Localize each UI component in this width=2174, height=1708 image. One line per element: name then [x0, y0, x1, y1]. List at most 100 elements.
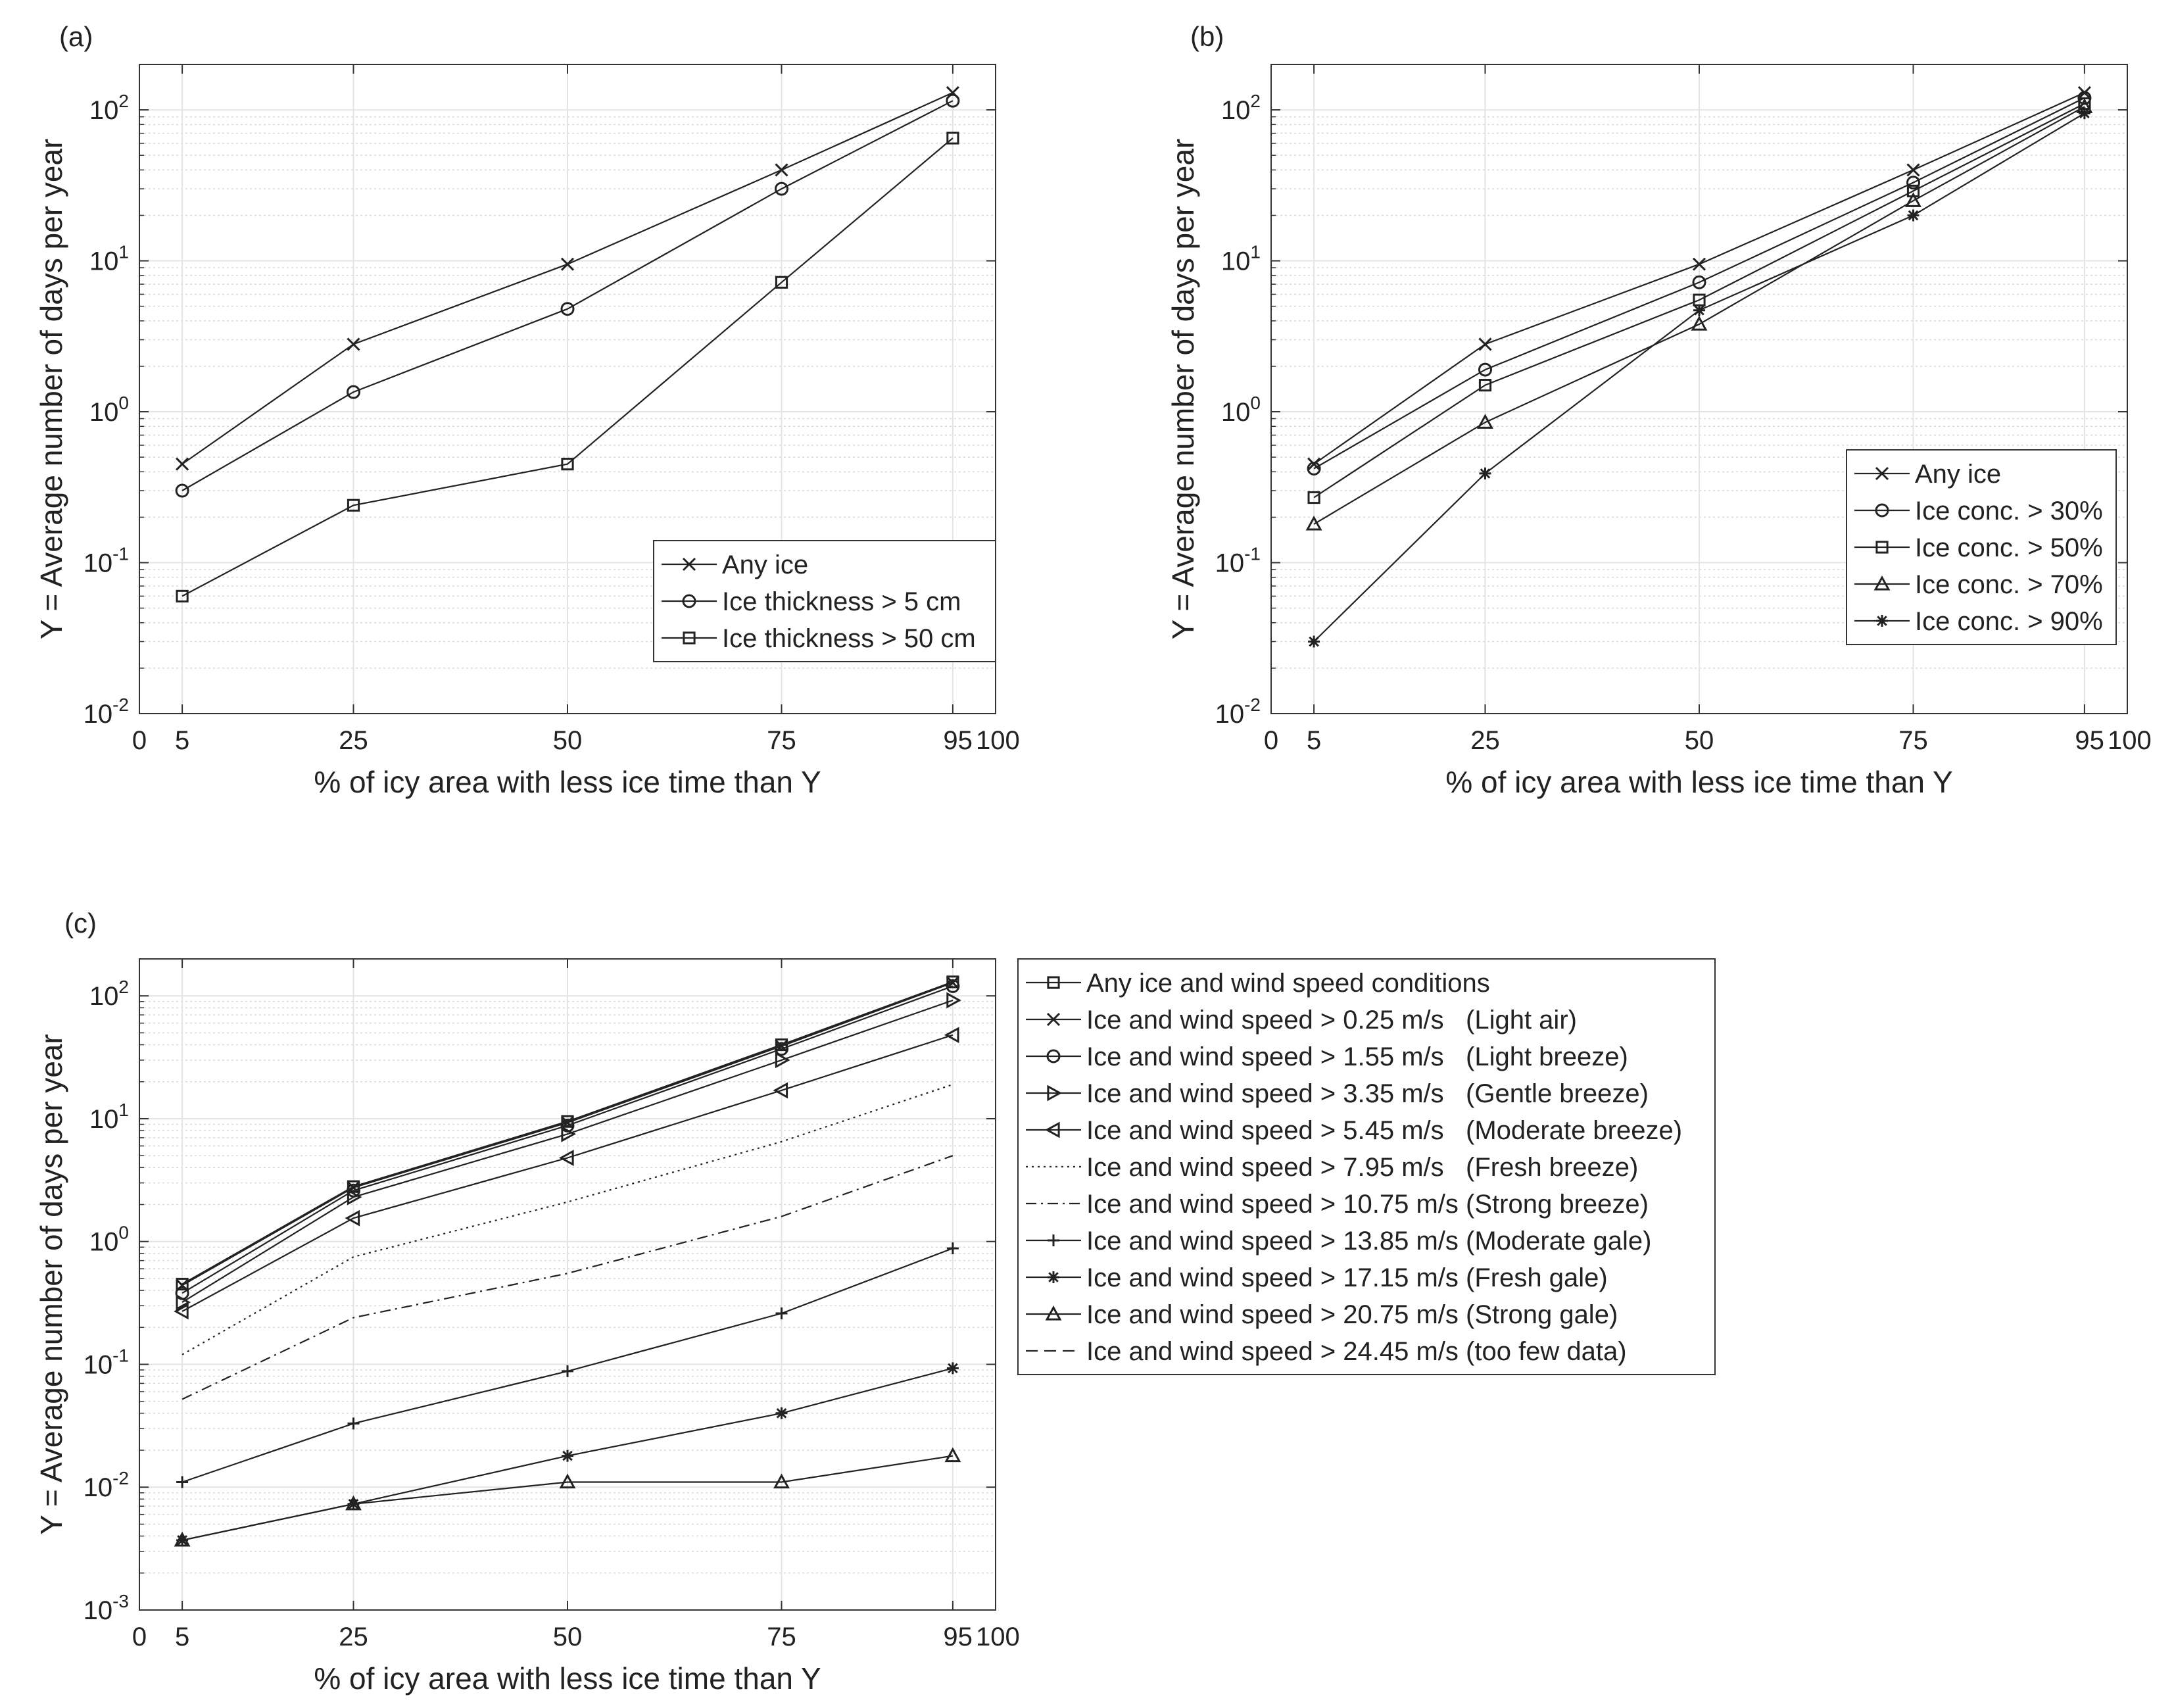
y-tick-exponent: 1	[1250, 242, 1261, 262]
y-tick-exponent: -2	[1244, 695, 1261, 715]
x-tick-label: 95	[2075, 726, 2104, 755]
y-tick-label: 10-2	[1215, 695, 1261, 729]
y-tick-exponent: -2	[112, 695, 129, 715]
legend-marker	[1048, 1271, 1059, 1283]
y-tick-base: 10	[84, 1350, 113, 1379]
legend-marker	[1875, 503, 1889, 518]
legend-label: Ice and wind speed > 13.85 m/s (Moderate…	[1086, 1227, 1651, 1256]
legend-label: Ice and wind speed > 3.35 m/s (Gentle br…	[1086, 1079, 1649, 1108]
legend-label: Ice thickness > 5 cm	[722, 587, 961, 616]
legend: Any ice Ice thickness > 5 cm Ice thickness…	[653, 540, 996, 662]
legend-label: Ice and wind speed > 7.95 m/s (Fresh bre…	[1086, 1153, 1638, 1182]
legend-marker	[1047, 976, 1060, 989]
data-point	[347, 499, 360, 512]
data-point	[176, 457, 189, 471]
data-point	[775, 1052, 790, 1069]
data-point	[1308, 635, 1320, 648]
y-tick-base: 10	[89, 982, 119, 1011]
y-tick-label: 10-2	[84, 1468, 129, 1502]
y-tick-base: 10	[89, 1228, 119, 1257]
panel-label: (b)	[1190, 21, 1224, 52]
legend-marker	[1046, 1049, 1061, 1063]
x-axis-label: % of icy area with less ice time than Y	[314, 1661, 821, 1696]
x-tick-label: 75	[767, 726, 796, 755]
x-tick-label: 75	[767, 1623, 796, 1651]
y-axis-label: Y = Average number of days per year	[34, 139, 68, 640]
legend-label: Ice and wind speed > 5.45 m/s (Moderate …	[1086, 1116, 1682, 1145]
legend-label: Ice and wind speed > 17.15 m/s (Fresh ga…	[1086, 1263, 1608, 1292]
x-tick-label: 5	[175, 726, 189, 755]
legend-marker	[1047, 1085, 1063, 1102]
data-point	[562, 1450, 573, 1462]
y-tick-label: 101	[89, 1100, 129, 1134]
data-point	[1906, 184, 1920, 198]
data-point	[775, 1407, 788, 1419]
legend-marker	[1875, 466, 1889, 481]
series-line	[181, 985, 954, 1294]
x-tick-label: 0	[1264, 726, 1278, 755]
legend-marker	[1044, 1121, 1060, 1138]
x-tick-label: 50	[553, 1623, 583, 1651]
x-tick-label: 50	[1685, 726, 1714, 755]
y-tick-label: 10-2	[84, 695, 129, 729]
y-tick-base: 10	[1215, 700, 1245, 729]
y-tick-base: 10	[1221, 247, 1251, 276]
legend-label: Ice and wind speed > 20.75 m/s (Strong g…	[1086, 1300, 1618, 1329]
legend-marker	[682, 557, 696, 572]
data-point	[347, 385, 360, 399]
data-point	[946, 976, 959, 990]
x-tick-label: 50	[553, 726, 583, 755]
y-tick-exponent: 2	[1250, 91, 1261, 111]
x-tick-label: 25	[339, 726, 368, 755]
data-point	[1478, 379, 1492, 392]
x-tick-label: 25	[339, 1623, 368, 1651]
y-tick-exponent: 0	[118, 393, 129, 413]
legend-marker	[1875, 541, 1889, 554]
y-tick-exponent: -1	[1244, 544, 1261, 564]
data-point	[2078, 107, 2090, 120]
y-tick-base: 10	[84, 549, 113, 578]
y-tick-label: 10-1	[84, 544, 129, 578]
data-point	[1692, 275, 1706, 289]
legend-marker	[1873, 575, 1891, 591]
data-point	[1478, 337, 1492, 351]
legend: Any ice Ice conc. > 30% Ice conc. > 50% Ice…	[1846, 449, 2117, 645]
y-tick-label: 100	[89, 1223, 129, 1257]
legend-label: Ice conc. > 70%	[1915, 570, 2103, 599]
data-point	[176, 589, 189, 603]
series-line	[181, 999, 954, 1304]
legend-label: Ice conc. > 30%	[1915, 497, 2103, 525]
data-point	[944, 1027, 959, 1044]
series-line	[181, 137, 954, 597]
x-tick-label: 5	[175, 1623, 189, 1651]
y-tick-label: 102	[89, 977, 129, 1011]
x-tick-label: 95	[943, 726, 973, 755]
y-tick-base: 10	[89, 398, 119, 427]
data-point	[944, 1447, 961, 1463]
data-point	[946, 992, 961, 1009]
y-tick-exponent: 1	[118, 242, 129, 262]
legend-label: Ice and wind speed > 0.25 m/s (Light air…	[1086, 1006, 1577, 1035]
x-tick-label: 100	[976, 1623, 1020, 1651]
y-tick-label: 101	[1221, 242, 1261, 276]
y-tick-exponent: -3	[112, 1591, 129, 1611]
data-point	[1906, 163, 1920, 177]
series-group	[174, 975, 961, 1547]
data-point	[775, 182, 788, 196]
data-point	[347, 1188, 362, 1206]
x-tick-label: 95	[943, 1623, 973, 1651]
data-point	[1307, 457, 1321, 471]
y-tick-exponent: 0	[1250, 393, 1261, 413]
data-point	[1305, 515, 1322, 531]
legend-marker	[1048, 1234, 1059, 1246]
x-tick-label: 0	[132, 1623, 147, 1651]
data-point	[175, 483, 189, 498]
y-tick-label: 10-1	[84, 1345, 129, 1379]
series-line	[181, 1083, 954, 1355]
legend-marker	[1876, 615, 1888, 627]
data-point	[1477, 414, 1493, 429]
data-point	[1907, 209, 1920, 222]
series-line	[181, 1455, 954, 1541]
series-group	[175, 85, 960, 603]
